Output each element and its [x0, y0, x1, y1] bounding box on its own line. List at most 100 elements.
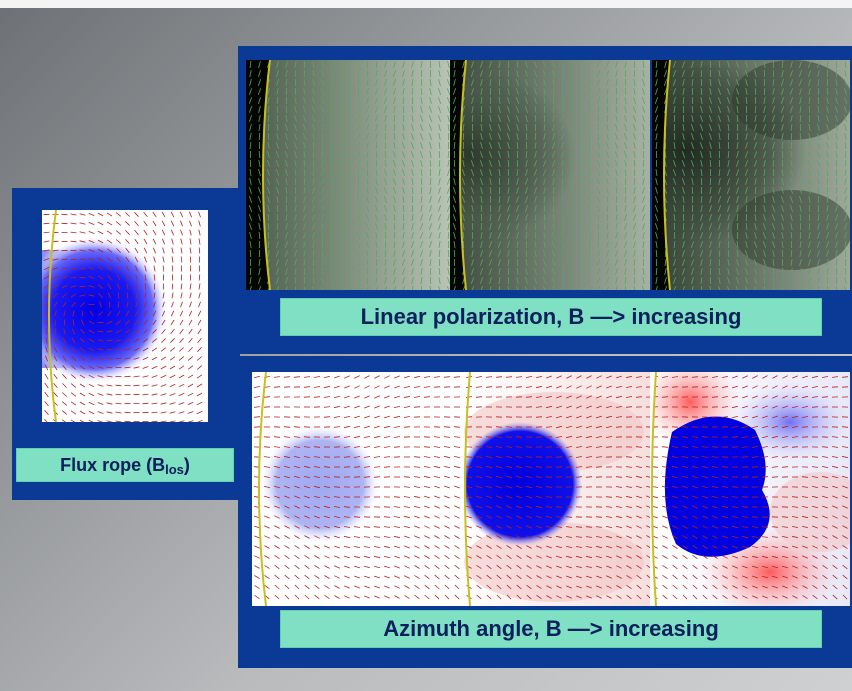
field-tick [843, 214, 848, 221]
field-tick [363, 466, 371, 468]
field-tick [662, 545, 668, 549]
field-tick [816, 250, 821, 257]
field-tick [831, 436, 839, 438]
az-image-2 [464, 372, 650, 606]
field-tick [348, 123, 351, 132]
field-tick [107, 310, 112, 317]
field-tick [525, 178, 528, 185]
field-tick [465, 476, 473, 478]
field-tick [626, 555, 632, 559]
field-tick [134, 319, 139, 326]
field-tick [762, 546, 768, 548]
field-tick [708, 115, 713, 122]
field-tick [842, 554, 848, 560]
field-tick [841, 475, 849, 479]
field-tick [633, 258, 636, 267]
field-tick [844, 70, 847, 77]
field-tick [498, 250, 501, 257]
field-tick [438, 168, 441, 177]
field-tick [264, 565, 270, 569]
field-tick [642, 115, 645, 122]
field-tick [762, 446, 768, 448]
field-tick [424, 475, 430, 479]
field-tick [197, 356, 202, 361]
field-tick [792, 375, 798, 379]
field-tick [661, 485, 669, 489]
field-tick [62, 392, 67, 397]
field-tick [444, 505, 450, 509]
field-tick [465, 466, 473, 468]
field-tick [434, 545, 440, 549]
field-tick [179, 347, 184, 352]
field-tick [142, 375, 149, 378]
field-tick [655, 123, 658, 132]
field-tick [249, 249, 252, 258]
field-tick [61, 276, 68, 279]
field-tick [726, 79, 731, 86]
field-tick [88, 347, 95, 352]
field-tick [842, 485, 848, 489]
field-tick [682, 88, 685, 95]
field-tick [646, 505, 650, 508]
field-tick [672, 505, 678, 509]
field-tick [754, 232, 757, 239]
field-tick [444, 525, 450, 529]
field-tick [822, 475, 828, 479]
field-tick [736, 132, 739, 141]
field-tick [826, 223, 829, 230]
field-tick [735, 79, 740, 86]
field-tick [565, 526, 573, 528]
field-tick [453, 178, 456, 185]
field-tick [151, 420, 158, 422]
field-tick [180, 256, 183, 263]
field-tick [771, 214, 776, 221]
field-tick [312, 285, 315, 290]
field-tick [516, 223, 519, 230]
field-tick [321, 258, 324, 267]
field-tick [411, 168, 414, 177]
field-tick [303, 258, 306, 267]
field-tick [348, 268, 351, 275]
field-tick [284, 515, 290, 519]
field-tick [404, 515, 410, 519]
field-tick [515, 196, 520, 203]
field-tick [579, 168, 582, 177]
field-tick [303, 232, 306, 239]
field-tick [822, 505, 828, 509]
field-tick [655, 141, 658, 150]
field-tick [312, 223, 315, 230]
field-tick [780, 214, 785, 221]
lp-image-1 [246, 60, 450, 290]
field-tick [556, 595, 562, 599]
field-tick [561, 150, 564, 159]
field-tick [781, 555, 789, 559]
field-tick [655, 178, 658, 185]
field-tick [844, 115, 847, 122]
field-tick [576, 375, 582, 379]
field-tick [526, 476, 532, 478]
field-tick [798, 277, 803, 284]
field-tick [294, 115, 297, 122]
field-tick [447, 223, 450, 230]
field-tick [161, 319, 166, 326]
field-tick [691, 376, 699, 378]
linear-polarization-label-text: Linear polarization, B —> increasing [360, 304, 742, 329]
field-tick [605, 160, 610, 167]
field-tick [347, 250, 352, 257]
field-tick [62, 383, 67, 388]
field-tick [411, 277, 414, 284]
field-tick [825, 241, 830, 248]
field-tick [673, 142, 676, 149]
field-tick [772, 133, 775, 140]
field-tick [701, 446, 709, 448]
field-tick [633, 205, 636, 212]
field-tick [486, 495, 492, 499]
field-tick [276, 196, 279, 203]
field-tick [312, 115, 315, 122]
field-tick [143, 238, 148, 245]
field-tick [357, 213, 360, 222]
field-tick [71, 328, 76, 335]
field-tick [615, 268, 618, 275]
field-tick [575, 565, 583, 569]
field-tick [88, 401, 95, 406]
